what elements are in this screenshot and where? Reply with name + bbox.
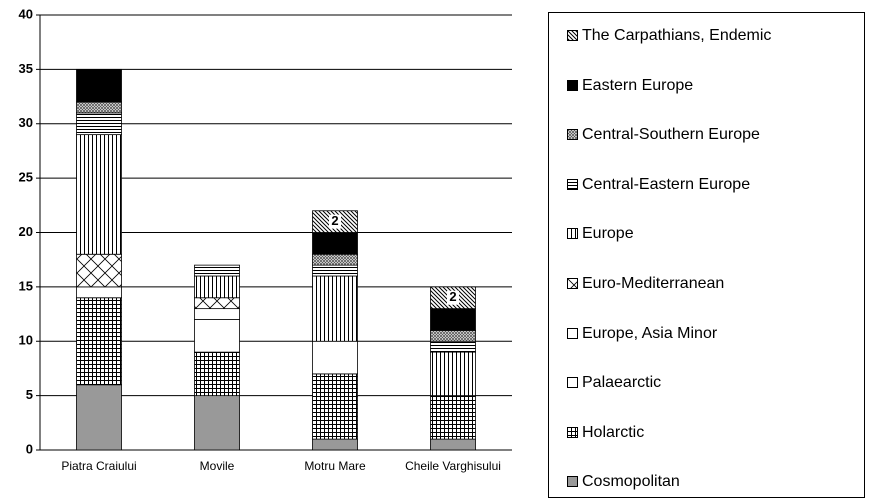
legend-item: The Carpathians, Endemic (567, 27, 771, 45)
legend-swatch-box (567, 79, 578, 91)
bar-segment (76, 134, 122, 255)
legend-swatch-box (567, 278, 578, 289)
legend: The Carpathians, Endemic Eastern Europe Ce… (548, 12, 865, 498)
data-label: 2 (449, 289, 456, 304)
bar-segment (194, 297, 240, 310)
bar-segment (76, 101, 122, 114)
legend-item: Europe, Asia Minor (567, 325, 717, 343)
legend-item: Central-Southern Europe (567, 126, 760, 144)
y-tick-label: 20 (19, 224, 33, 239)
legend-swatch-box (567, 327, 578, 339)
y-tick-label: 10 (19, 333, 33, 348)
legend-label: Europe (582, 225, 634, 243)
bar-segment (312, 264, 358, 277)
bar-segment (312, 373, 358, 440)
legend-label: Central-Eastern Europe (582, 175, 751, 193)
legend-label: Central-Southern Europe (582, 126, 760, 144)
legend-label: Holarctic (582, 423, 645, 441)
legend-swatch (567, 79, 578, 91)
legend-swatch (567, 129, 578, 141)
y-tick-label: 15 (19, 278, 33, 293)
legend-swatch (567, 327, 578, 339)
bar-segment (312, 438, 358, 451)
data-label-bg (447, 290, 459, 305)
y-tick-label: 40 (19, 6, 33, 21)
bar-segment (194, 395, 240, 451)
legend-label: Palaearctic (582, 374, 662, 392)
legend-label: Eastern Europe (582, 76, 694, 94)
legend-swatch (567, 278, 578, 289)
legend-swatch-box (567, 30, 578, 41)
data-label-bg (329, 214, 341, 229)
bar-segment (430, 438, 476, 451)
bar-segment (312, 232, 358, 255)
bar-segment (76, 253, 122, 288)
bar-segment (430, 308, 476, 331)
bar-segment (76, 68, 122, 103)
legend-item: Central-Eastern Europe (567, 176, 750, 194)
legend-label: Euro-Mediterranean (582, 275, 725, 292)
bar-segment (194, 351, 240, 397)
legend-swatch (567, 30, 578, 41)
legend-swatch (567, 228, 578, 240)
bar-segment (430, 395, 476, 440)
legend-item: Eastern Europe (567, 77, 693, 95)
legend-item: Europe (567, 225, 634, 243)
legend-swatch-box (567, 129, 578, 141)
legend-label: Cosmopolitan (582, 473, 680, 491)
bar-segment (312, 340, 358, 375)
bar-segment (312, 253, 358, 266)
legend-swatch (567, 426, 578, 438)
legend-swatch (567, 178, 578, 190)
y-tick-label: 30 (19, 115, 33, 130)
legend-swatch-box (567, 377, 578, 389)
bar-segment (430, 351, 476, 397)
x-tick-label: Movile (199, 459, 235, 473)
x-tick-label: Cheile Varghisului (405, 459, 501, 473)
legend-swatch (567, 377, 578, 389)
bar-segment (194, 275, 240, 299)
y-tick-label: 25 (19, 170, 33, 185)
bar-segment (430, 329, 476, 342)
data-label: 2 (331, 213, 338, 228)
bar-segment (430, 340, 476, 353)
bar-segment (194, 319, 240, 353)
x-tick-label: Motru Mare (304, 459, 366, 473)
legend-label: Europe, Asia Minor (582, 324, 718, 342)
legend-item: Euro-Mediterranean (567, 275, 724, 293)
legend-swatch-box (567, 178, 578, 190)
bar-segment (194, 264, 240, 277)
legend-item: Holarctic (567, 424, 644, 442)
bar-segment (76, 112, 122, 136)
bar-segment (76, 384, 122, 451)
y-tick-label: 0 (26, 441, 33, 456)
y-tick-label: 5 (26, 387, 33, 402)
bar-segment (194, 308, 240, 320)
legend-swatch-box (567, 228, 578, 240)
legend-swatch (567, 476, 578, 488)
legend-swatch-box (567, 426, 578, 438)
bar-segment (76, 286, 122, 299)
legend-item: Palaearctic (567, 374, 661, 392)
y-tick-label: 35 (19, 61, 33, 76)
bar-segment (76, 297, 122, 386)
legend-swatch-box (567, 476, 578, 488)
bar-segment (312, 275, 358, 342)
legend-label: The Carpathians, Endemic (582, 27, 772, 44)
x-tick-label: Piatra Craiului (61, 459, 137, 473)
legend-item: Cosmopolitan (567, 473, 680, 491)
